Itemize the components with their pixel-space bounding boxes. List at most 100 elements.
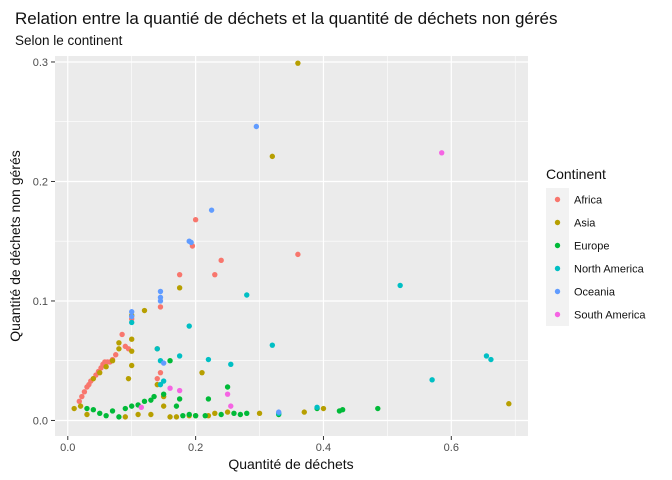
data-point-oceania bbox=[157, 298, 164, 304]
data-point-asia bbox=[77, 403, 84, 409]
data-point-europe bbox=[173, 403, 180, 409]
data-point-north-america bbox=[244, 292, 250, 298]
legend-item-north-america: North America bbox=[546, 257, 645, 280]
data-point-africa bbox=[176, 271, 183, 278]
data-point-africa bbox=[295, 251, 301, 258]
data-point-europe bbox=[160, 391, 167, 397]
data-point-oceania bbox=[160, 360, 167, 366]
y-axis-ticks: 0.0 0.1 0.2 0.3 bbox=[33, 57, 55, 427]
data-point-asia bbox=[103, 363, 109, 370]
data-point-south-america bbox=[138, 404, 144, 411]
data-point-africa bbox=[212, 271, 218, 278]
data-point-europe bbox=[90, 407, 97, 413]
legend-title: Continent bbox=[546, 166, 606, 182]
data-point-oceania bbox=[188, 239, 194, 246]
data-point-asia bbox=[129, 362, 135, 369]
data-point-africa bbox=[76, 398, 82, 405]
data-point-asia bbox=[141, 307, 148, 314]
data-point-europe bbox=[244, 410, 250, 416]
chart-title: Relation entre la quantié de déchets et … bbox=[15, 9, 558, 28]
data-point-asia bbox=[71, 405, 77, 412]
data-point-europe bbox=[116, 414, 122, 420]
data-point-asia bbox=[167, 414, 173, 420]
data-point-north-america bbox=[397, 282, 403, 289]
x-axis-ticks: 0.0 0.2 0.4 0.6 bbox=[60, 436, 459, 454]
data-point-north-america bbox=[228, 361, 234, 368]
plot-panel bbox=[55, 56, 528, 436]
legend-label: Europe bbox=[574, 241, 609, 253]
legend-items: Africa Asia Europe North America Oceania Sout… bbox=[546, 188, 646, 326]
data-point-africa bbox=[79, 393, 85, 400]
data-point-north-america bbox=[314, 404, 320, 411]
data-point-asia bbox=[320, 405, 327, 412]
data-point-south-america bbox=[167, 385, 173, 391]
data-point-oceania bbox=[253, 123, 260, 130]
data-point-africa bbox=[192, 217, 199, 223]
data-point-asia bbox=[199, 369, 205, 376]
data-point-africa bbox=[113, 352, 119, 358]
chart-subtitle: Selon le continent bbox=[15, 33, 123, 48]
data-point-asia bbox=[90, 375, 97, 382]
legend-key-point bbox=[554, 196, 561, 203]
data-point-africa bbox=[157, 369, 164, 376]
data-point-oceania bbox=[157, 288, 164, 295]
legend-item-europe: Europe bbox=[546, 234, 609, 257]
data-point-asia bbox=[173, 414, 180, 420]
legend-label: Africa bbox=[574, 195, 603, 207]
data-point-south-america bbox=[224, 391, 231, 397]
data-point-africa bbox=[154, 375, 160, 382]
y-tick-label: 0.1 bbox=[33, 296, 48, 308]
data-point-oceania bbox=[208, 207, 215, 213]
y-tick-label: 0.0 bbox=[33, 415, 48, 427]
legend-item-oceania: Oceania bbox=[546, 280, 616, 303]
data-point-asia bbox=[84, 411, 90, 418]
data-point-asia bbox=[295, 60, 301, 66]
legend-key-point bbox=[554, 242, 561, 249]
data-point-asia bbox=[109, 358, 116, 364]
legend-label: Oceania bbox=[574, 287, 616, 299]
data-point-oceania bbox=[276, 409, 282, 415]
data-point-north-america bbox=[429, 377, 435, 383]
data-point-europe bbox=[151, 393, 157, 400]
data-point-oceania bbox=[129, 313, 135, 320]
data-point-oceania bbox=[129, 309, 135, 315]
data-point-south-america bbox=[439, 150, 445, 156]
data-point-asia bbox=[116, 346, 122, 352]
data-point-north-america bbox=[269, 342, 276, 348]
data-point-asia bbox=[129, 336, 135, 342]
legend-label: South America bbox=[574, 310, 646, 322]
legend-item-asia: Asia bbox=[546, 211, 596, 234]
y-tick-label: 0.3 bbox=[33, 57, 48, 69]
data-point-europe bbox=[103, 412, 109, 419]
data-point-europe bbox=[375, 405, 381, 412]
legend-label: North America bbox=[574, 264, 645, 276]
data-point-asia bbox=[116, 340, 122, 346]
data-point-europe bbox=[237, 411, 244, 418]
data-point-asia bbox=[224, 409, 231, 415]
data-point-europe bbox=[192, 412, 199, 419]
y-tick-label: 0.2 bbox=[33, 176, 48, 188]
data-point-europe bbox=[218, 411, 224, 418]
data-point-europe bbox=[205, 396, 212, 402]
data-point-asia bbox=[506, 401, 512, 407]
data-point-north-america bbox=[488, 356, 494, 363]
data-point-europe bbox=[129, 403, 135, 409]
x-tick-label: 0.4 bbox=[316, 442, 331, 454]
x-tick-label: 0.0 bbox=[60, 442, 75, 454]
legend-label: Asia bbox=[574, 218, 596, 230]
data-point-asia bbox=[212, 410, 218, 416]
data-point-europe bbox=[84, 405, 90, 412]
data-point-europe bbox=[186, 411, 192, 418]
data-point-europe bbox=[97, 410, 103, 416]
legend-key-point bbox=[554, 311, 561, 318]
data-point-asia bbox=[122, 414, 129, 420]
data-point-asia bbox=[269, 153, 276, 160]
legend: Continent Africa Asia Europe North America O… bbox=[546, 166, 646, 326]
data-point-north-america bbox=[176, 353, 183, 359]
data-point-asia bbox=[125, 375, 132, 382]
legend-item-south-america: South America bbox=[546, 303, 646, 326]
data-point-asia bbox=[301, 409, 307, 415]
x-tick-label: 0.2 bbox=[188, 442, 203, 454]
